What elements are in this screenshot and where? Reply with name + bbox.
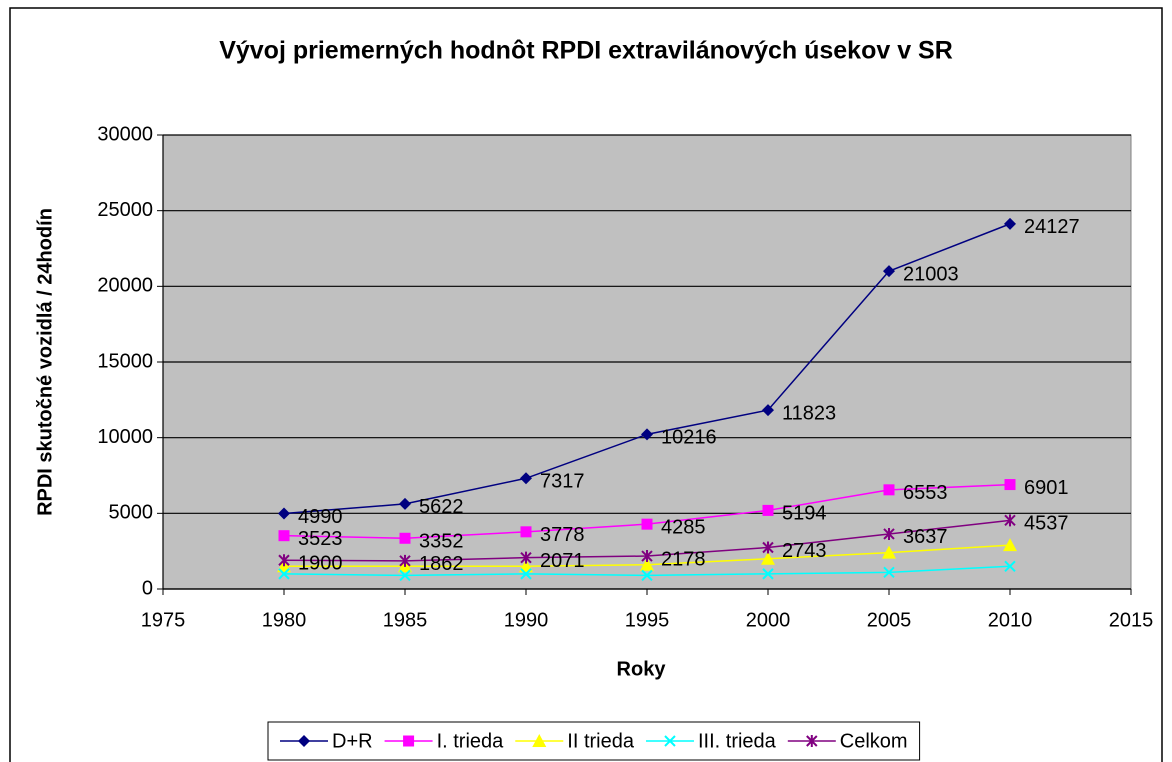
data-point — [1004, 514, 1016, 527]
data-label: 2178 — [661, 548, 706, 570]
data-point — [640, 557, 654, 571]
legend-marker — [532, 734, 547, 747]
x-tick-label: 1995 — [625, 609, 670, 631]
legend-marker — [403, 735, 415, 747]
data-point — [278, 507, 290, 520]
data-point — [762, 404, 774, 417]
data-point — [883, 265, 895, 278]
data-label: 1900 — [298, 553, 343, 575]
data-label: 7317 — [540, 471, 585, 493]
data-point — [762, 568, 774, 580]
y-tick-label: 15000 — [97, 350, 153, 372]
chart-title: Vývoj priemerných hodnôt RPDI extravilán… — [219, 37, 953, 65]
x-tick-label: 1975 — [141, 609, 186, 631]
x-tick-label: 2000 — [746, 609, 791, 631]
data-label: 3637 — [903, 526, 948, 548]
data-point — [761, 551, 775, 565]
data-label: 3778 — [540, 524, 585, 546]
y-tick-label: 30000 — [97, 123, 153, 145]
data-point — [278, 554, 290, 567]
data-point — [278, 530, 290, 542]
data-label: 1862 — [419, 553, 464, 575]
data-label: 5622 — [419, 496, 464, 518]
y-tick-label: 10000 — [97, 426, 153, 448]
data-label: 6553 — [903, 482, 948, 504]
data-label: 3523 — [298, 528, 343, 550]
data-point — [883, 527, 895, 540]
data-label: 4285 — [661, 516, 706, 538]
y-tick-label: 0 — [142, 577, 153, 599]
legend-label: I. trieda — [437, 730, 505, 752]
data-label: 6901 — [1024, 477, 1069, 499]
legend-label: II trieda — [567, 730, 635, 752]
y-tick-label: 25000 — [97, 199, 153, 221]
data-label: 2743 — [782, 540, 827, 562]
data-label: 10216 — [661, 427, 717, 449]
data-label: 3352 — [419, 531, 464, 553]
data-point — [1003, 538, 1017, 552]
data-label: 24127 — [1024, 216, 1080, 238]
x-tick-label: 2010 — [988, 609, 1033, 631]
data-label: 5194 — [782, 503, 827, 525]
y-tick-label: 20000 — [97, 275, 153, 297]
legend-marker — [298, 735, 310, 747]
legend-label: Celkom — [840, 730, 908, 752]
data-point — [883, 566, 895, 579]
legend-label: III. trieda — [698, 730, 777, 752]
data-label: 21003 — [903, 263, 959, 285]
data-label: 11823 — [782, 402, 836, 424]
x-tick-label: 1985 — [383, 609, 428, 631]
data-point — [641, 569, 653, 582]
data-point — [1004, 560, 1016, 573]
data-point — [883, 484, 895, 496]
x-tick-label: 2015 — [1109, 609, 1154, 631]
data-point — [520, 568, 532, 580]
legend-label: D+R — [332, 730, 373, 752]
legend-marker — [806, 735, 818, 747]
data-point — [399, 569, 411, 582]
data-point — [520, 551, 532, 564]
data-point — [278, 568, 290, 580]
data-point — [399, 497, 411, 510]
y-axis-label: RPDI skutočné vozidlá / 24hodín — [34, 208, 56, 516]
data-point — [762, 541, 774, 554]
data-point — [762, 504, 774, 516]
x-tick-label: 1980 — [262, 609, 307, 631]
data-label: 4537 — [1024, 513, 1069, 535]
data-label: 2071 — [540, 550, 585, 572]
data-point — [641, 518, 653, 530]
data-point — [520, 526, 532, 538]
data-point — [1004, 479, 1016, 491]
y-tick-label: 5000 — [109, 502, 154, 524]
data-point — [641, 428, 653, 441]
data-point — [882, 545, 896, 559]
x-tick-label: 1990 — [504, 609, 549, 631]
data-point — [641, 550, 653, 563]
x-tick-label: 2005 — [867, 609, 912, 631]
legend: D+R I. trieda II trieda III. trieda Celkom — [267, 721, 921, 761]
data-point — [520, 472, 532, 485]
data-point — [1004, 217, 1016, 230]
x-axis-label: Roky — [617, 658, 667, 680]
data-point — [399, 554, 411, 567]
legend-marker — [664, 735, 676, 747]
data-label: 4990 — [298, 506, 343, 528]
data-point — [399, 532, 411, 544]
